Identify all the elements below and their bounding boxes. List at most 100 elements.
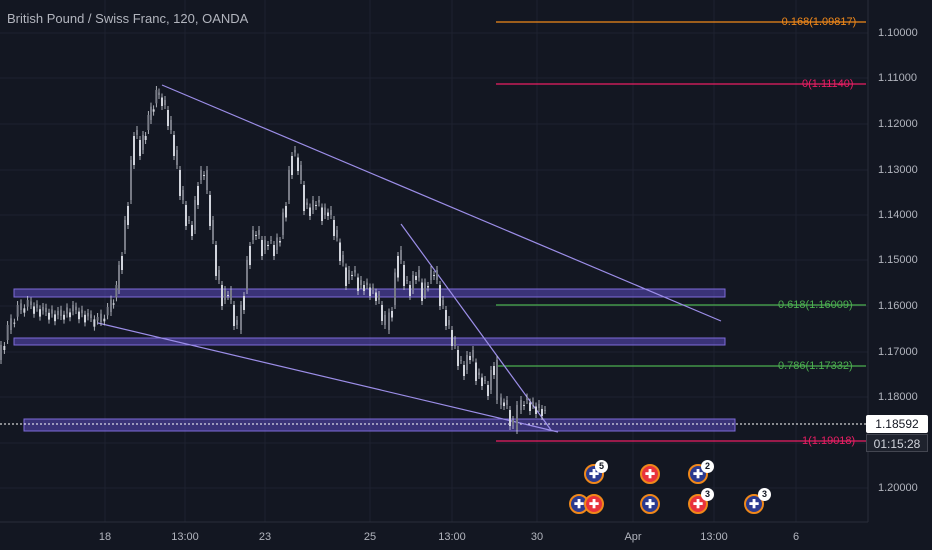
candle-body (291, 156, 293, 175)
candle-body (457, 350, 459, 366)
candle-body (30, 301, 32, 305)
candle-body (285, 206, 287, 218)
candle-body (463, 365, 465, 376)
candle-body (93, 319, 96, 327)
candle-body (66, 307, 68, 314)
ch-flag-icon[interactable]: ✚ (584, 494, 604, 514)
candle-body (345, 267, 347, 286)
fib-label: 0.786(1.17332) (778, 360, 853, 372)
candle-body (309, 207, 311, 216)
candle-body (26, 300, 29, 307)
candle-body (436, 270, 438, 280)
candle-body (421, 282, 423, 301)
candle-body (252, 230, 254, 240)
price-tick: 1.20000 (878, 482, 918, 494)
candle-body (170, 120, 172, 130)
candle-body (315, 205, 317, 206)
candle-body (330, 210, 332, 215)
candle-body (182, 190, 184, 200)
candle-body (363, 285, 365, 291)
candle-body (106, 307, 109, 316)
candle-body (520, 400, 522, 410)
candle-body (78, 311, 80, 320)
uk-flag-icon[interactable]: ✚ (640, 494, 660, 514)
candle-body (136, 130, 138, 135)
candle-body (448, 320, 450, 325)
fib-label: 0.618(1.16009) (778, 299, 853, 311)
candle-body (541, 409, 543, 416)
price-tick: 1.12000 (878, 118, 918, 130)
candle-body (460, 360, 462, 361)
candle-body (20, 303, 22, 310)
candle-body (240, 305, 242, 330)
candle-body (512, 420, 514, 425)
candle-body (75, 306, 77, 310)
candle-body (397, 256, 399, 278)
candle-body (206, 170, 208, 190)
candle-body (203, 175, 205, 176)
candle-body (176, 150, 178, 165)
candle-body (16, 305, 19, 317)
event-count-badge: 3 (701, 488, 714, 501)
fib-label: 0(1.11140) (802, 78, 854, 90)
zone-middle[interactable] (13, 337, 726, 346)
candle-body (188, 220, 190, 221)
candle-body (33, 306, 35, 314)
candle-body (215, 245, 217, 276)
candle-body (300, 165, 302, 180)
candle-body (381, 305, 383, 321)
grid (0, 0, 868, 522)
candle-body (227, 295, 229, 296)
candle-body (87, 313, 89, 317)
candle-body (139, 140, 141, 156)
current-price-badge: 1.18592 (866, 415, 928, 433)
candle-body (173, 135, 175, 156)
candle-body (378, 295, 380, 300)
symbol-title[interactable]: British Pound / Swiss Franc, 120, OANDA (7, 11, 249, 26)
price-tick: 1.16000 (878, 300, 918, 312)
candle-body (509, 410, 511, 426)
trendlines[interactable] (97, 84, 722, 433)
candle-body (516, 405, 518, 430)
candle-body (409, 285, 411, 296)
candle-body (321, 207, 323, 221)
candle-body (267, 245, 269, 246)
candle-body (481, 377, 483, 386)
candle-body (243, 296, 245, 310)
candle-body (179, 170, 181, 196)
candle-body (230, 290, 232, 300)
candle-body (535, 406, 537, 414)
candle-body (246, 260, 248, 290)
candle-body (212, 220, 214, 240)
candle-body (478, 372, 480, 375)
candle-body (294, 150, 296, 153)
price-tick: 1.17000 (878, 346, 918, 358)
candle-body (503, 402, 505, 406)
candle-body (273, 245, 275, 256)
candle-body (342, 255, 344, 263)
zone-lower[interactable] (23, 418, 736, 432)
candle-body (532, 401, 534, 405)
price-tick: 1.11000 (878, 72, 917, 84)
candle-body (255, 235, 257, 236)
time-axis[interactable]: 18 13:00 23 25 13:00 30 Apr 13:00 6 (0, 522, 868, 550)
candle-body (451, 330, 453, 346)
candle-body (339, 242, 341, 261)
fib-label: 1(1.19018) (802, 435, 856, 447)
candle-body (445, 310, 447, 326)
candle-body (100, 313, 102, 322)
candle-body (48, 312, 50, 320)
price-axis[interactable]: 1.10000 1.11000 1.12000 1.13000 1.14000 … (868, 0, 932, 522)
candle-body (144, 136, 147, 140)
ch-flag-icon[interactable]: ✚ (640, 464, 660, 484)
candle-body (115, 285, 118, 298)
candle-body (0, 345, 2, 360)
candle-body (69, 312, 71, 318)
candle-body (324, 207, 326, 215)
candle-body (500, 397, 502, 405)
candle-body (454, 340, 456, 345)
candle-body (218, 270, 220, 280)
price-tick: 1.18000 (878, 391, 918, 403)
candle-body (54, 314, 56, 322)
